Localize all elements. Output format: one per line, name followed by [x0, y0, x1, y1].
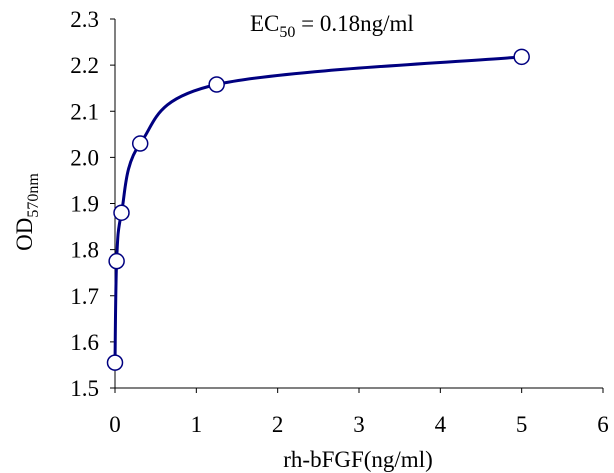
x-tick-label: 4 — [435, 412, 447, 437]
y-tick-label: 2.1 — [70, 99, 99, 124]
ec50-annotation: EC50 = 0.18ng/ml — [250, 11, 414, 41]
x-tick-label: 3 — [353, 412, 365, 437]
data-point — [208, 76, 225, 93]
data-point — [108, 252, 125, 270]
y-tick-label: 1.7 — [70, 284, 99, 309]
y-tick-label: 2.2 — [70, 53, 99, 78]
axes — [114, 19, 603, 389]
data-point — [106, 354, 124, 371]
x-ticks: 0 1 2 3 4 5 6 — [109, 388, 609, 437]
y-tick-label: 1.5 — [70, 376, 99, 401]
x-tick-label: 1 — [191, 412, 203, 437]
y-tick-label: 1.8 — [70, 238, 99, 263]
y-axis-title: OD570nm — [12, 173, 42, 251]
y-tick-label: 1.9 — [70, 192, 99, 217]
y-tick-label: 1.6 — [70, 330, 99, 355]
x-tick-label: 0 — [109, 412, 121, 437]
x-tick-label: 5 — [516, 412, 528, 437]
y-tick-label: 2.0 — [70, 145, 99, 170]
x-axis-title: rh-bFGF(ng/ml) — [283, 447, 433, 472]
data-points — [106, 48, 530, 371]
x-tick-label: 2 — [272, 412, 284, 437]
y-tick-label: 2.3 — [70, 7, 99, 32]
x-tick-label: 6 — [597, 412, 609, 437]
data-point — [513, 48, 530, 66]
series-curve — [113, 55, 524, 365]
data-point — [131, 135, 149, 152]
y-ticks: 1.5 1.6 1.7 1.8 1.9 2.0 2.1 2.2 2.3 — [70, 7, 115, 401]
data-point — [113, 204, 130, 221]
